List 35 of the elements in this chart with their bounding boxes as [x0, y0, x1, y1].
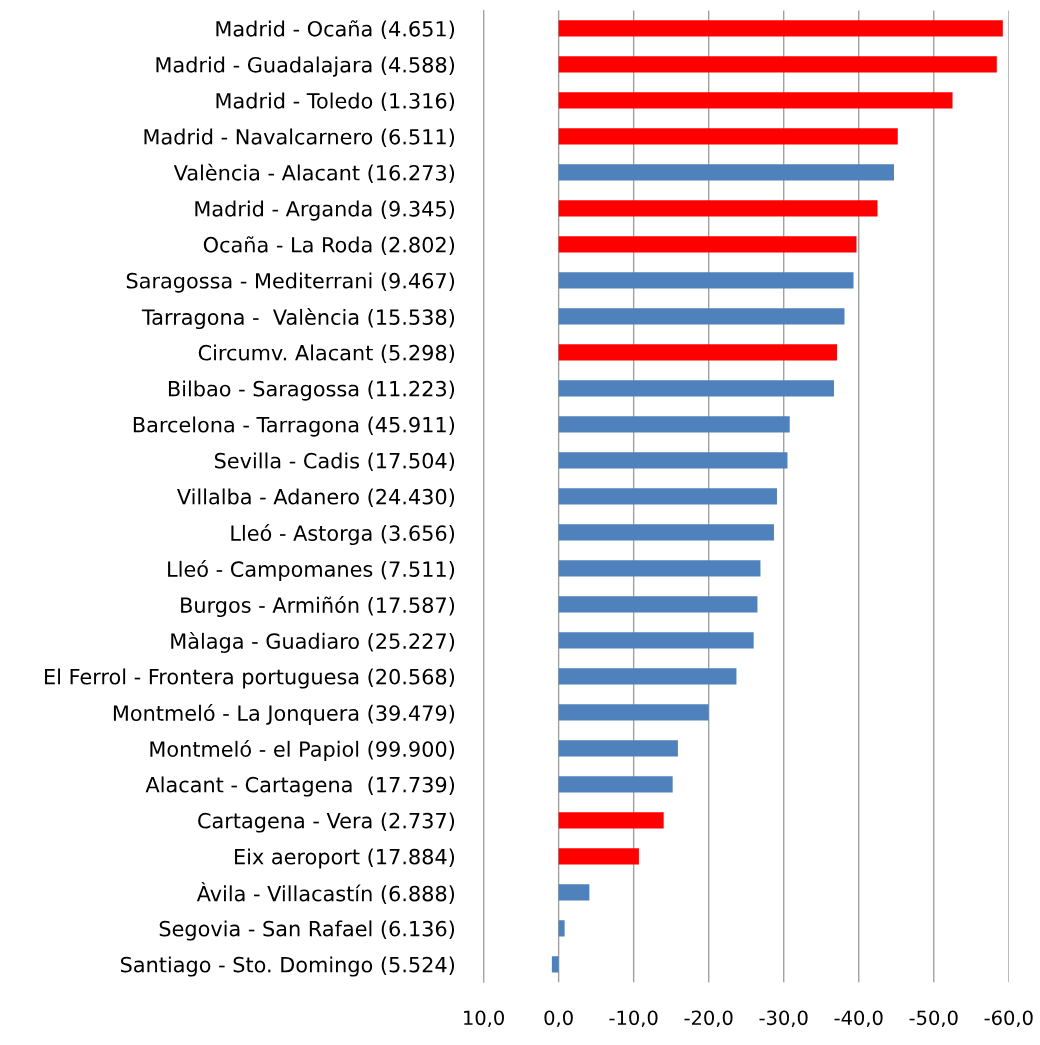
y-tick-label: Lleó - Campomanes (7.511) — [168, 560, 455, 582]
y-tick-label: Eix aeroport (17.884) — [235, 848, 455, 869]
y-tick-label: Barcelona - Tarragona (45.911) — [133, 416, 455, 437]
y-tick-label: Madrid - Guadalajara (4.588) — [156, 56, 455, 77]
y-tick-label: València - Alacant (16.273) — [173, 163, 455, 184]
x-tick-label: 10,0 — [464, 1010, 504, 1028]
y-tick-label: Montmeló - La Jonquera (39.479) — [113, 704, 455, 726]
y-tick-label: Cartagena - Vera (2.737) — [198, 812, 455, 833]
y-tick-label: Àvila - Villacastín (6.888) — [196, 881, 455, 904]
y-tick-label: Tarragona - València (15.538) — [141, 308, 455, 330]
y-tick-label: Sevilla - Cadis (17.504) — [214, 452, 455, 472]
y-tick-label: Bilbao - Saragossa (11.223) — [168, 380, 455, 401]
x-tick-label: -50,0 — [909, 1010, 958, 1028]
y-tick-label: Saragossa - Mediterrani (9.467) — [126, 272, 455, 293]
x-tick-label: 0,0 — [544, 1010, 573, 1028]
x-tick-label: -30,0 — [759, 1010, 808, 1028]
y-tick-label: Madrid - Ocaña (4.651) — [216, 20, 455, 40]
y-tick-label: Circumv. Alacant (5.298) — [198, 344, 455, 364]
y-tick-label: Màlaga - Guadiaro (25.227) — [171, 632, 455, 654]
y-tick-label: Segovia - San Rafael (6.136) — [159, 920, 455, 941]
y-tick-label: Madrid - Navalcarnero (6.511) — [144, 128, 455, 148]
y-tick-label: Ocaña - La Roda (2.802) — [203, 236, 455, 256]
y-tick-label: Santiago - Sto. Domingo (5.524) — [120, 956, 455, 977]
y-tick-label: Madrid - Toledo (1.316) — [216, 92, 455, 112]
y-tick-label: Montmeló - el Papiol (99.900) — [150, 740, 455, 761]
y-tick-label: Burgos - Armiñón (17.587) — [181, 596, 455, 618]
x-tick-label: -60,0 — [984, 1010, 1033, 1028]
x-tick-label: -40,0 — [834, 1010, 883, 1028]
y-tick-label: Lleó - Astorga (3.656) — [231, 524, 455, 546]
x-tick-label: -10,0 — [609, 1010, 658, 1028]
y-tick-label: Madrid - Arganda (9.345) — [195, 200, 455, 221]
y-tick-label: Villalba - Adanero (24.430) — [177, 488, 455, 508]
y-tick-label: Alacant - Cartagena (17.739) — [145, 776, 455, 797]
x-tick-label: -20,0 — [684, 1010, 733, 1028]
y-tick-label: El Ferrol - Frontera portuguesa (20.568) — [45, 668, 455, 689]
